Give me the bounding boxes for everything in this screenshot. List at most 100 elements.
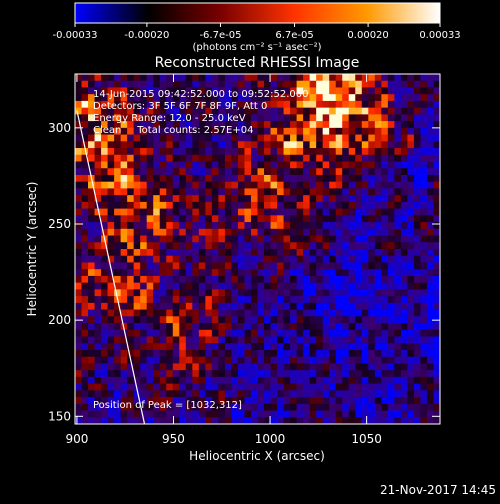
- heatmap-cell: [368, 134, 376, 142]
- heatmap-cell: [146, 376, 154, 385]
- heatmap-cell: [342, 134, 350, 142]
- heatmap-cell: [277, 215, 285, 223]
- heatmap-cell: [316, 275, 324, 284]
- heatmap-cell: [290, 376, 298, 385]
- heatmap-cell: [166, 343, 174, 351]
- heatmap-cell: [426, 376, 435, 385]
- heatmap-cell: [420, 228, 428, 237]
- heatmap-cell: [198, 161, 206, 169]
- heatmap-cell: [172, 154, 180, 163]
- heatmap-cell: [218, 148, 226, 156]
- heatmap-cell: [355, 349, 363, 358]
- heatmap-cell: [198, 323, 206, 331]
- heatmap-cell: [179, 195, 187, 203]
- heatmap-cell: [166, 336, 174, 344]
- heatmap-cell: [218, 242, 226, 250]
- heatmap-cell: [387, 114, 395, 122]
- heatmap-cell: [426, 390, 435, 398]
- heatmap-cell: [290, 410, 298, 418]
- heatmap-cell: [283, 397, 291, 405]
- heatmap-cell: [244, 410, 252, 418]
- heatmap-cell: [81, 242, 89, 250]
- heatmap-cell: [205, 349, 213, 358]
- heatmap-cell: [75, 417, 83, 424]
- heatmap-cell: [159, 235, 167, 243]
- heatmap-cell: [224, 100, 233, 109]
- heatmap-cell: [244, 329, 252, 338]
- heatmap-cell: [270, 107, 278, 115]
- heatmap-cell: [368, 323, 376, 331]
- heatmap-cell: [361, 74, 369, 82]
- heatmap-cell: [185, 228, 193, 237]
- heatmap-cell: [75, 127, 83, 136]
- heatmap-cell: [75, 249, 83, 257]
- heatmap-cell: [237, 195, 246, 203]
- heatmap-cell: [185, 410, 193, 418]
- heatmap-cell: [303, 403, 311, 412]
- heatmap-cell: [348, 141, 356, 149]
- heatmap-cell: [290, 316, 298, 324]
- heatmap-cell: [348, 161, 356, 169]
- heatmap-cell: [381, 296, 389, 304]
- heatmap-cell: [257, 376, 265, 385]
- heatmap-cell: [107, 87, 115, 95]
- heatmap-cell: [153, 282, 161, 290]
- heatmap-cell: [211, 148, 219, 156]
- heatmap-cell: [192, 356, 200, 365]
- heatmap-cell: [94, 121, 102, 129]
- heatmap-cell: [264, 410, 272, 418]
- heatmap-cell: [296, 114, 304, 122]
- heatmap-cell: [290, 249, 298, 257]
- heatmap-cell: [205, 87, 213, 95]
- heatmap-cell: [316, 417, 324, 424]
- colorbar-tick-label: -0.00020: [124, 30, 169, 41]
- heatmap-cell: [296, 309, 304, 317]
- heatmap-cell: [400, 134, 409, 142]
- heatmap-cell: [218, 215, 226, 223]
- y-tick-label: 200: [48, 313, 71, 327]
- heatmap-cell: [420, 255, 428, 264]
- heatmap-cell: [257, 201, 265, 210]
- heatmap-cell: [420, 343, 428, 351]
- heatmap-cell: [335, 309, 343, 317]
- heatmap-cell: [257, 370, 265, 378]
- heatmap-cell: [224, 370, 233, 378]
- heatmap-cell: [309, 363, 317, 371]
- heatmap-cell: [257, 403, 265, 412]
- heatmap-cell: [140, 390, 148, 398]
- heatmap-cell: [146, 181, 154, 190]
- heatmap-cell: [368, 249, 376, 257]
- heatmap-cell: [335, 107, 343, 115]
- heatmap-cell: [290, 282, 298, 290]
- heatmap-cell: [211, 289, 219, 297]
- heatmap-cell: [316, 228, 324, 237]
- heatmap-cell: [179, 282, 187, 290]
- heatmap-cell: [81, 114, 89, 122]
- heatmap-cell: [250, 390, 259, 398]
- heatmap-cell: [120, 376, 128, 385]
- heatmap-cell: [264, 228, 272, 237]
- heatmap-cell: [114, 282, 122, 290]
- heatmap-cell: [114, 121, 122, 129]
- heatmap-cell: [361, 262, 369, 270]
- heatmap-cell: [114, 80, 122, 89]
- heatmap-cell: [198, 87, 206, 95]
- heatmap-cell: [146, 282, 154, 290]
- heatmap-cell: [159, 329, 167, 338]
- heatmap-cell: [205, 161, 213, 169]
- heatmap-cell: [244, 363, 252, 371]
- heatmap-cell: [413, 249, 422, 257]
- heatmap-cell: [159, 316, 167, 324]
- heatmap-cell: [270, 174, 278, 183]
- heatmap-cell: [394, 410, 402, 418]
- heatmap-cell: [244, 181, 252, 190]
- heatmap-cell: [368, 141, 376, 149]
- heatmap-cell: [244, 356, 252, 365]
- heatmap-cell: [218, 302, 226, 311]
- heatmap-cell: [127, 235, 135, 243]
- heatmap-cell: [309, 390, 317, 398]
- heatmap-cell: [381, 390, 389, 398]
- heatmap-cell: [368, 383, 376, 391]
- heatmap-cell: [140, 188, 148, 196]
- heatmap-cell: [316, 370, 324, 378]
